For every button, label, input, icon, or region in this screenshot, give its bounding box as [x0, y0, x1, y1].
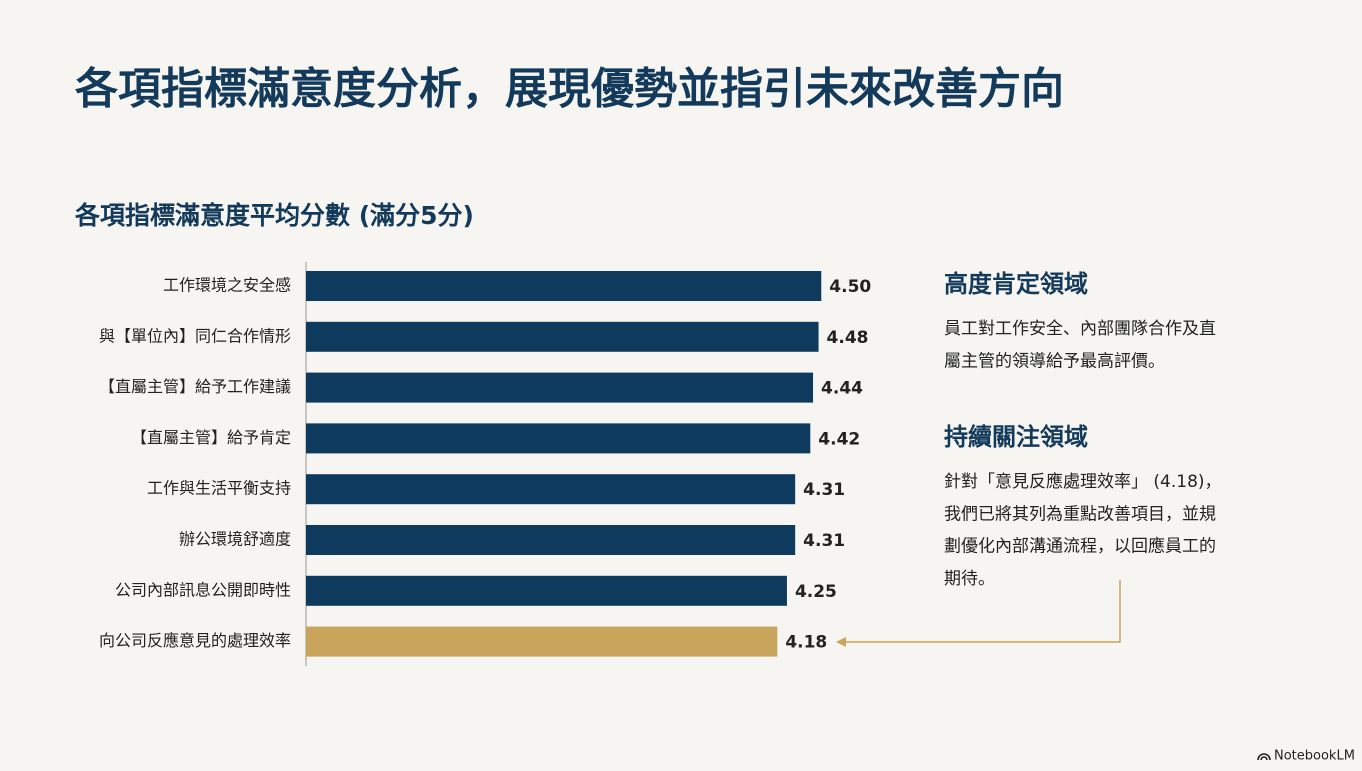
category-label: 【直屬主管】給予工作建議 [99, 377, 291, 396]
category-label: 與【單位內】同仁合作情形 [99, 326, 291, 345]
bar [306, 372, 814, 403]
value-label: 4.42 [818, 429, 860, 449]
arrow-head [836, 637, 846, 647]
bar [306, 474, 796, 505]
category-label: 公司內部訊息公開即時性 [115, 580, 291, 599]
bar [306, 626, 778, 657]
category-label: 工作與生活平衡支持 [147, 479, 291, 498]
value-label: 4.18 [785, 633, 827, 653]
value-label: 4.48 [827, 328, 869, 348]
panel-heading: 高度肯定領域 [944, 270, 1088, 298]
bar [306, 525, 796, 555]
panel-text: 劃優化內部溝通流程，以回應員工的 [944, 536, 1216, 557]
bar [306, 321, 819, 352]
panel-text: 期待。 [944, 569, 995, 589]
value-label: 4.44 [821, 379, 863, 399]
value-label: 4.25 [795, 582, 837, 602]
chart-title: 各項指標滿意度平均分數 (滿分5分) [74, 201, 474, 230]
bar [306, 423, 811, 454]
value-label: 4.31 [803, 480, 845, 500]
bar [306, 575, 787, 606]
value-label: 4.50 [829, 277, 871, 297]
category-label: 工作環境之安全感 [163, 276, 291, 295]
category-label: 向公司反應意見的處理效率 [99, 631, 291, 650]
callout-arrow [842, 580, 1121, 643]
panel-heading: 持續關注領域 [944, 423, 1088, 451]
category-label: 【直屬主管】給予肯定 [131, 428, 291, 447]
value-label: 4.31 [803, 531, 845, 551]
category-label: 辦公環境舒適度 [179, 530, 291, 549]
slide-title: 各項指標滿意度分析，展現優勢並指引未來改善方向 [75, 65, 1064, 115]
logo-icon [1257, 753, 1271, 761]
panel-text: 我們已將其列為重點改善項目，並規 [944, 504, 1216, 524]
bar [306, 271, 822, 301]
panel-text: 針對「意見反應處理效率」 (4.18)， [944, 471, 1222, 492]
watermark: NotebookLM [1274, 749, 1355, 764]
panel-text: 屬主管的領導給予最高評價。 [944, 351, 1165, 371]
panel-text: 員工對工作安全、內部團隊合作及直 [944, 319, 1216, 339]
